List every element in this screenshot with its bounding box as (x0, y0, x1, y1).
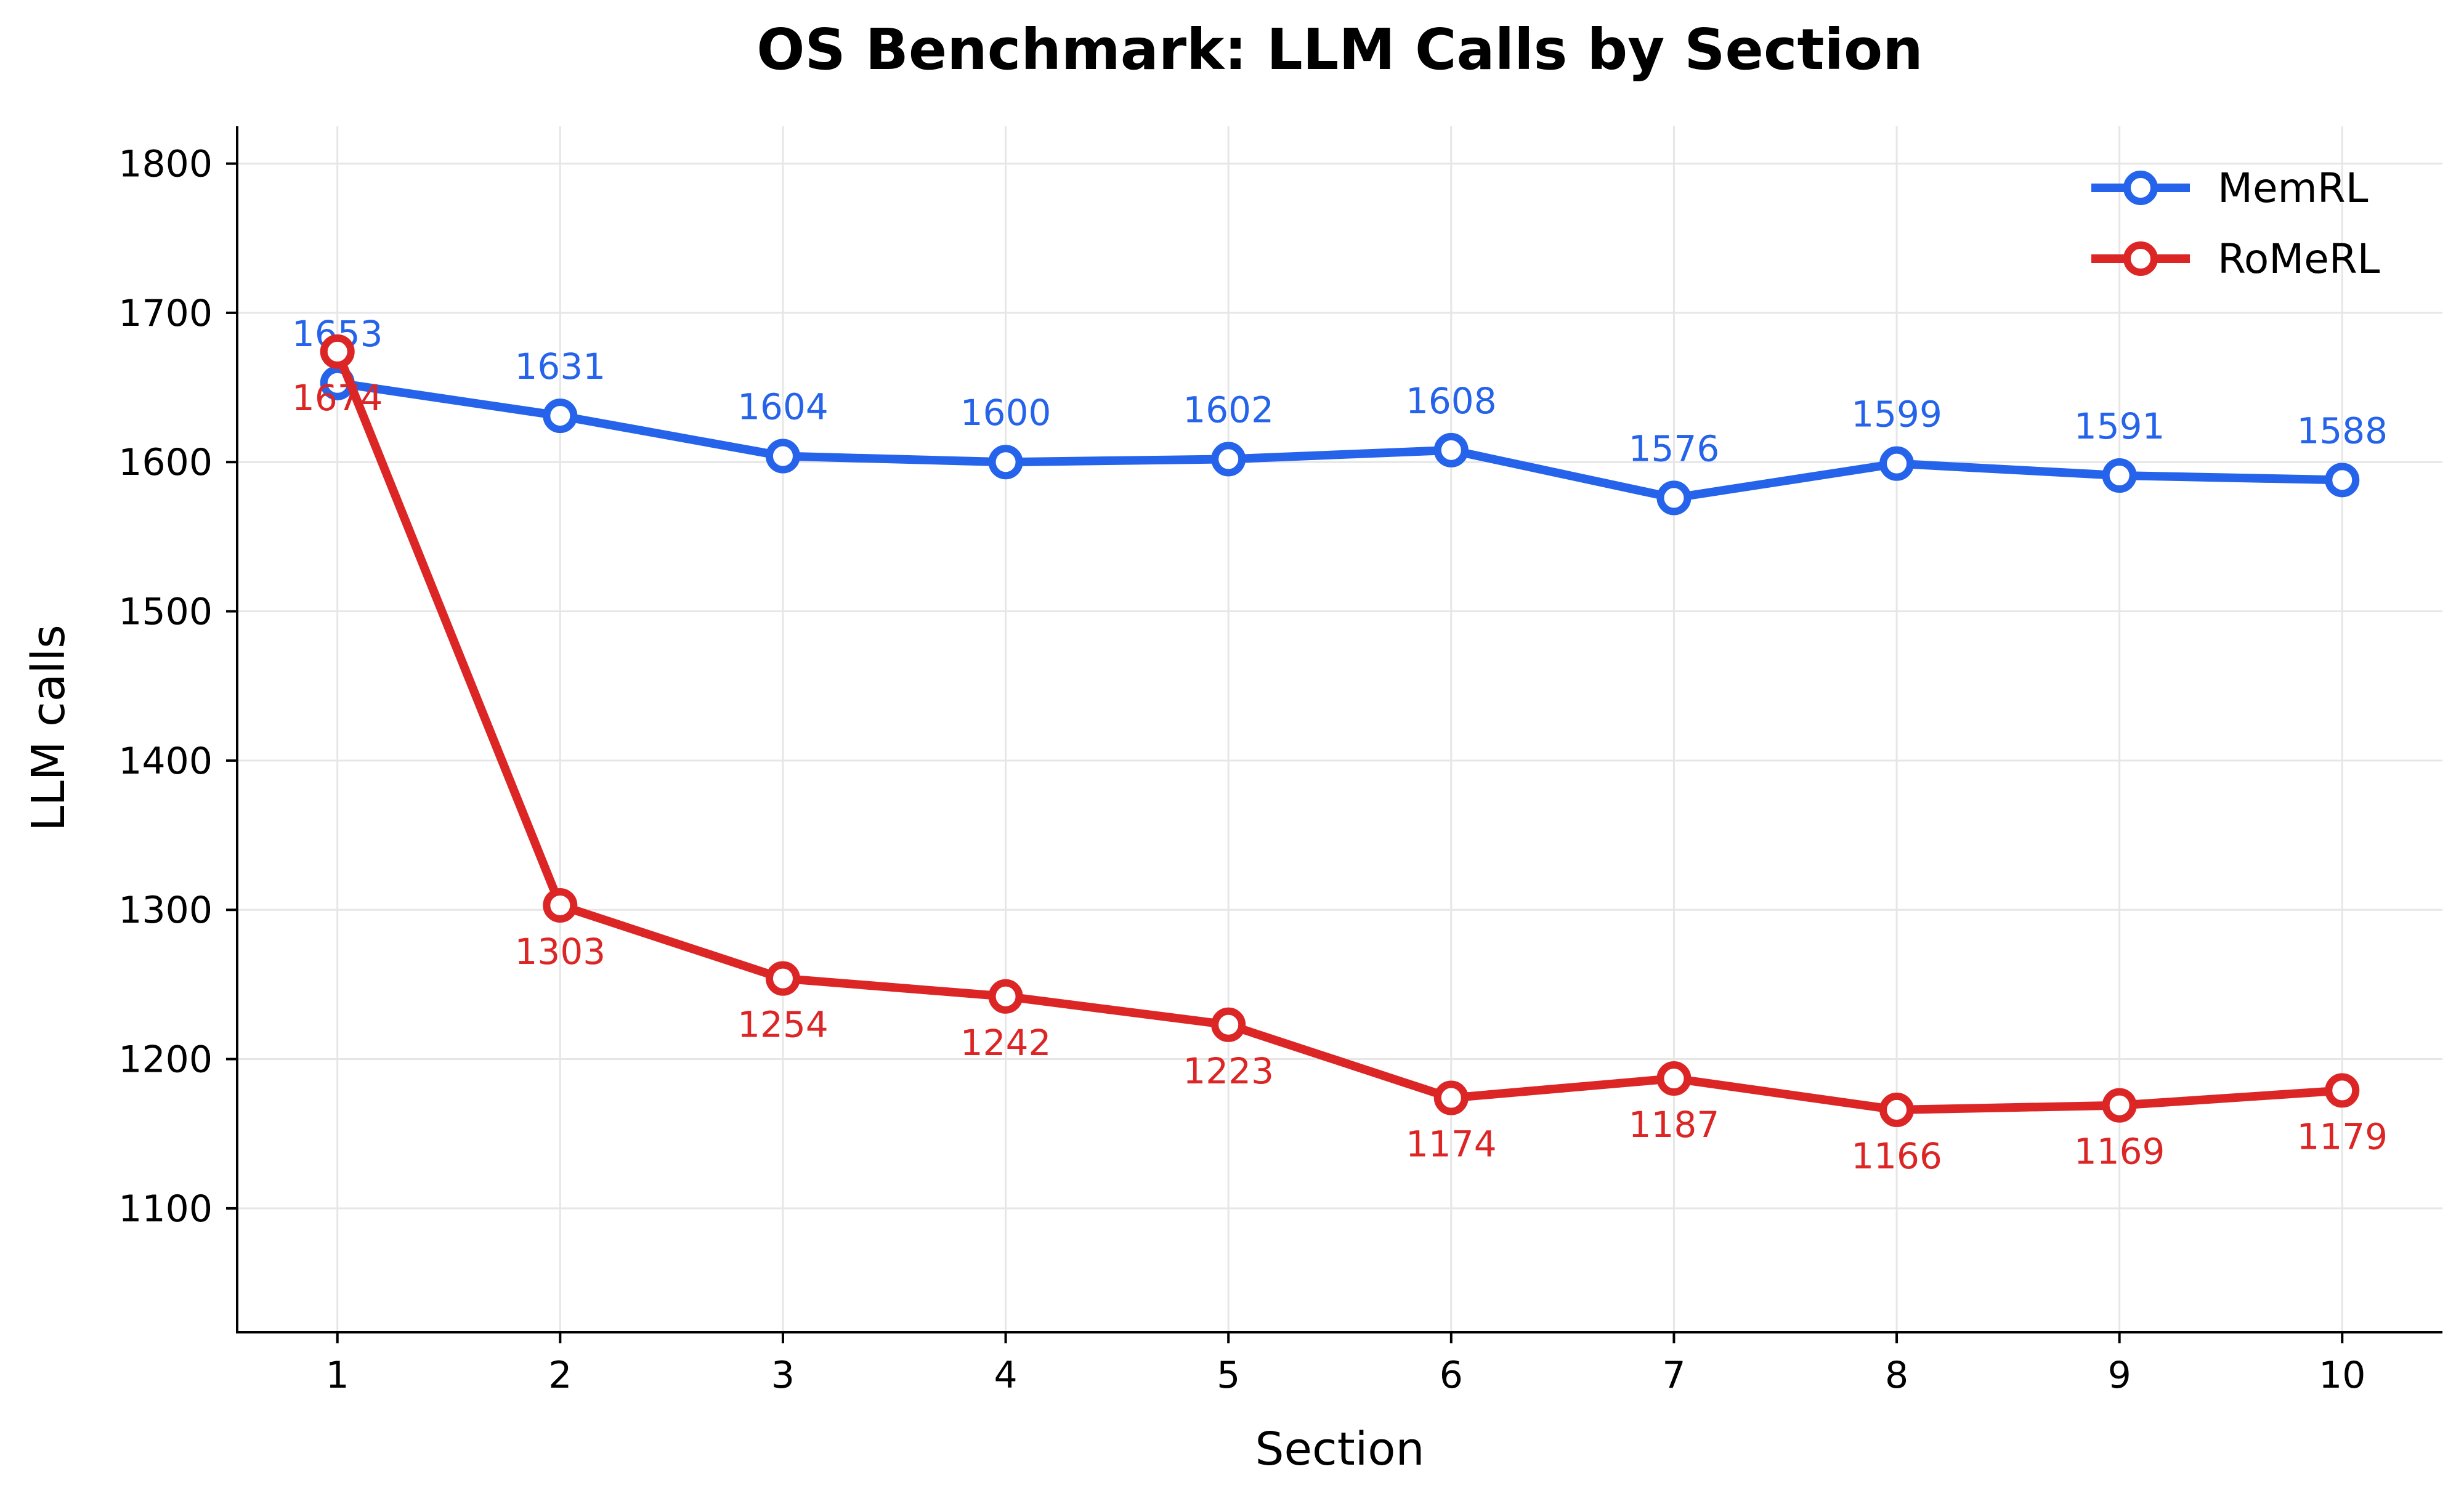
data-label-romerl: 1303 (515, 931, 606, 973)
y-tick-label: 1800 (118, 143, 213, 186)
data-point-memrl (2325, 463, 2360, 498)
x-tick-label: 7 (1662, 1354, 1685, 1397)
series-romerl: 1674 1303 1254 1242 1223 1174 1187 1166 1169 1179 (292, 334, 2388, 1177)
series-line-memrl (333, 378, 2347, 503)
data-label-memrl: 1608 (1406, 380, 1497, 422)
data-point-memrl (1433, 432, 1469, 467)
x-tick-label: 8 (1885, 1354, 1908, 1397)
data-point-memrl (765, 439, 800, 474)
data-point-romerl (2102, 1088, 2137, 1123)
legend-marker-romerl (2123, 241, 2158, 276)
x-tick-label: 10 (2319, 1354, 2365, 1397)
y-tick-label: 1300 (118, 889, 213, 932)
legend-item-memrl: MemRL (2091, 164, 2369, 212)
data-label-romerl: 1223 (1183, 1050, 1274, 1092)
data-point-romerl (2325, 1073, 2360, 1108)
data-label-romerl: 1179 (2296, 1115, 2388, 1157)
x-tick-label: 4 (994, 1354, 1017, 1397)
data-label-romerl: 1174 (1406, 1123, 1497, 1165)
data-point-romerl (765, 961, 800, 996)
y-tick-label: 1600 (118, 441, 213, 484)
y-tick-label: 1200 (118, 1038, 213, 1082)
data-point-romerl (988, 979, 1023, 1014)
x-axis-label: Section (1255, 1423, 1425, 1476)
y-tick-label: 1500 (118, 591, 213, 634)
legend: MemRL RoMeRL (2091, 164, 2380, 283)
data-label-romerl: 1169 (2074, 1131, 2165, 1173)
data-label-memrl: 1631 (515, 346, 606, 387)
data-label-memrl: 1591 (2074, 405, 2165, 447)
data-point-romerl (1433, 1080, 1469, 1115)
data-point-romerl (1656, 1061, 1692, 1096)
data-label-memrl: 1576 (1629, 427, 1720, 469)
data-label-romerl: 1254 (737, 1004, 829, 1046)
series-line-romerl (333, 347, 2347, 1114)
data-point-memrl (1656, 480, 1692, 516)
x-tick-label: 3 (771, 1354, 795, 1397)
data-point-memrl (988, 445, 1023, 480)
legend-item-romerl: RoMeRL (2091, 235, 2380, 283)
data-point-memrl (1211, 442, 1246, 477)
y-tick-label: 1400 (118, 740, 213, 783)
data-point-memrl (1879, 446, 1915, 481)
x-tick-label: 9 (2108, 1354, 2131, 1397)
data-point-romerl (543, 888, 578, 923)
data-point-romerl (1879, 1092, 1915, 1127)
data-point-romerl (320, 334, 355, 369)
x-tick-label: 2 (548, 1354, 572, 1397)
data-label-romerl: 1674 (292, 377, 383, 419)
data-label-memrl: 1600 (960, 392, 1052, 434)
data-label-memrl: 1588 (2296, 410, 2388, 451)
x-tick-label: 6 (1440, 1354, 1463, 1397)
grid (237, 126, 2442, 1332)
x-tick-label: 5 (1217, 1354, 1240, 1397)
data-label-memrl: 1604 (737, 386, 829, 428)
data-point-memrl (2102, 458, 2137, 493)
data-label-memrl: 1602 (1183, 389, 1274, 431)
y-axis-label: LLM calls (22, 625, 75, 831)
chart-title: OS Benchmark: LLM Calls by Section (756, 17, 1923, 83)
x-tick-label: 1 (326, 1354, 349, 1397)
data-point-memrl (543, 399, 578, 434)
data-label-romerl: 1166 (1851, 1135, 1942, 1177)
y-tick-label: 1100 (118, 1187, 213, 1231)
axis-spines (236, 126, 2442, 1333)
data-point-romerl (1211, 1007, 1246, 1042)
legend-marker-memrl (2123, 171, 2158, 205)
legend-label-memrl: MemRL (2218, 164, 2369, 212)
legend-label-romerl: RoMeRL (2218, 235, 2380, 283)
y-tick-label: 1700 (118, 292, 213, 335)
data-label-romerl: 1187 (1629, 1104, 1720, 1146)
axes: 1 2 3 4 5 6 7 8 9 10 1100 1200 1300 1400 1500 1600 1700 1… (118, 126, 2442, 1397)
data-label-romerl: 1242 (960, 1022, 1052, 1064)
data-label-memrl: 1599 (1851, 394, 1942, 435)
